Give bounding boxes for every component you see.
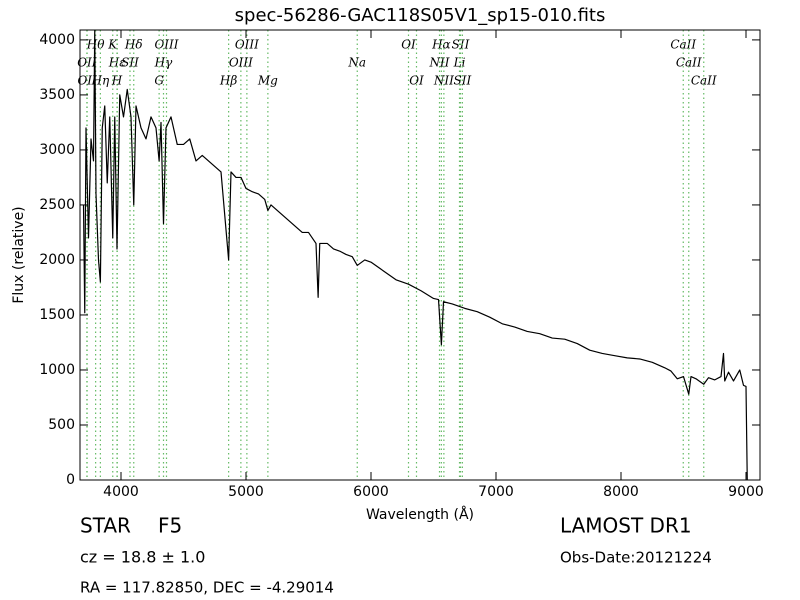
spectral-line-label: Hδ [124,38,143,52]
y-tick-label: 1000 [39,362,75,378]
y-tick-label: 3500 [39,87,75,103]
spectral-line-label: Hβ [219,74,237,88]
spectral-line-label: Hθ [86,38,105,52]
spectral-line-label: G [154,74,164,88]
spectral-line-label: OIII [154,38,178,52]
y-tick-label: 0 [66,472,75,488]
spectral-line-label: Na [347,56,366,70]
spectral-line-label: NII [433,74,454,88]
y-tick-label: 2500 [39,197,75,213]
x-tick-label: 4000 [103,484,139,500]
spectral-line-label: CaII [691,74,717,88]
y-axis-label: Flux (relative) [11,206,27,303]
y-tick-label: 2000 [39,252,75,268]
spectral-line-label: Li [453,56,466,70]
spectral-line-label: OIII [229,56,253,70]
y-tick-label: 4000 [39,32,75,48]
annotation: F5 [158,514,182,538]
spectral-line-label: OII [77,74,97,88]
spectral-line-label: SII [121,56,139,70]
spectral-line-label: SII [452,38,470,52]
spectral-line-label: CaII [670,38,696,52]
spectral-line-label: SII [454,74,472,88]
chart-title: spec-56286-GAC118S05V1_sp15-010.fits [235,5,606,26]
plot-frame [79,29,761,481]
x-axis-label: Wavelength (Å) [366,506,474,523]
annotation: Obs-Date:20121224 [560,549,712,567]
spectral-line-label: NII [429,56,450,70]
spectral-line-label: Hα [431,38,451,52]
x-tick-label: 8000 [603,484,639,500]
spectral-line-label: OI [401,38,416,52]
x-tick-label: 7000 [478,484,514,500]
y-tick-label: 1500 [39,307,75,323]
y-tick-label: 3000 [39,142,75,158]
x-tick-label: 5000 [228,484,264,500]
spectral-line-label: Hη [91,74,110,88]
spectral-line-label: H [111,74,123,88]
spectral-line-label: OI [409,74,424,88]
spectral-line-label: Mg [257,74,278,88]
annotation: RA = 117.82850, DEC = -4.29014 [80,579,334,597]
annotation: LAMOST DR1 [560,514,692,538]
x-tick-label: 9000 [728,484,764,500]
y-tick-label: 500 [48,417,75,433]
spectral-line-label: CaII [676,56,702,70]
x-tick-label: 6000 [353,484,389,500]
annotation: cz = 18.8 ± 1.0 [80,548,205,567]
spectral-line-label: K [107,38,118,52]
annotation: STAR [80,514,131,538]
spectral-line-label: Hγ [154,56,173,70]
spectral-line-label: OIII [235,38,259,52]
spectrum-line [82,30,748,480]
